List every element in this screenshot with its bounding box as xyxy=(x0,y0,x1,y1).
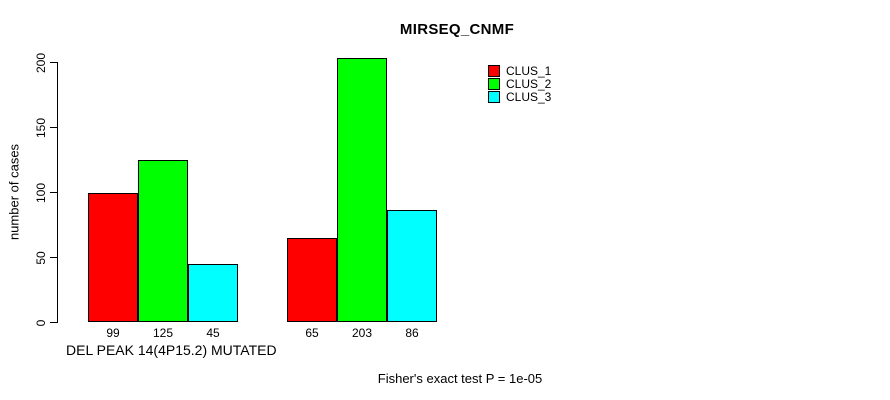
y-tick-mark xyxy=(50,322,57,323)
bar-clus_3-group2 xyxy=(387,210,437,322)
y-tick-mark xyxy=(50,257,57,258)
y-tick-mark xyxy=(50,192,57,193)
legend-item-clus_2: CLUS_2 xyxy=(488,76,552,91)
y-tick-mark xyxy=(50,127,57,128)
bar-value-label: 203 xyxy=(351,326,373,340)
footer-caption: Fisher's exact test P = 1e-05 xyxy=(377,371,543,386)
legend-label: CLUS_1 xyxy=(506,63,552,78)
legend-item-clus_3: CLUS_3 xyxy=(488,89,552,104)
bar-value-label: 99 xyxy=(106,326,120,340)
legend: CLUS_1 CLUS_2 CLUS_3 xyxy=(488,63,552,104)
chart-title: MIRSEQ_CNMF xyxy=(399,21,515,38)
bar-value-label: 65 xyxy=(305,326,319,340)
bar-clus_1-group2 xyxy=(287,237,337,322)
x-category-label: DEL PEAK 14(4P15.2) MUTATED xyxy=(66,342,277,358)
bar-clus_2-group1 xyxy=(138,159,188,322)
legend-item-clus_1: CLUS_1 xyxy=(488,63,552,78)
legend-swatch xyxy=(488,77,500,90)
y-axis-line xyxy=(57,62,58,323)
bar-value-label: 86 xyxy=(405,326,419,340)
y-tick-mark xyxy=(50,62,57,63)
bar-value-label: 45 xyxy=(206,326,220,340)
legend-label: CLUS_2 xyxy=(506,76,552,91)
legend-swatch xyxy=(488,64,500,77)
bar-clus_1-group1 xyxy=(88,193,138,322)
bar-value-label: 125 xyxy=(152,326,174,340)
bar-clus_3-group1 xyxy=(188,263,238,322)
bar-clus_2-group2 xyxy=(337,58,387,322)
legend-label: CLUS_3 xyxy=(506,89,552,104)
legend-swatch xyxy=(488,90,500,103)
